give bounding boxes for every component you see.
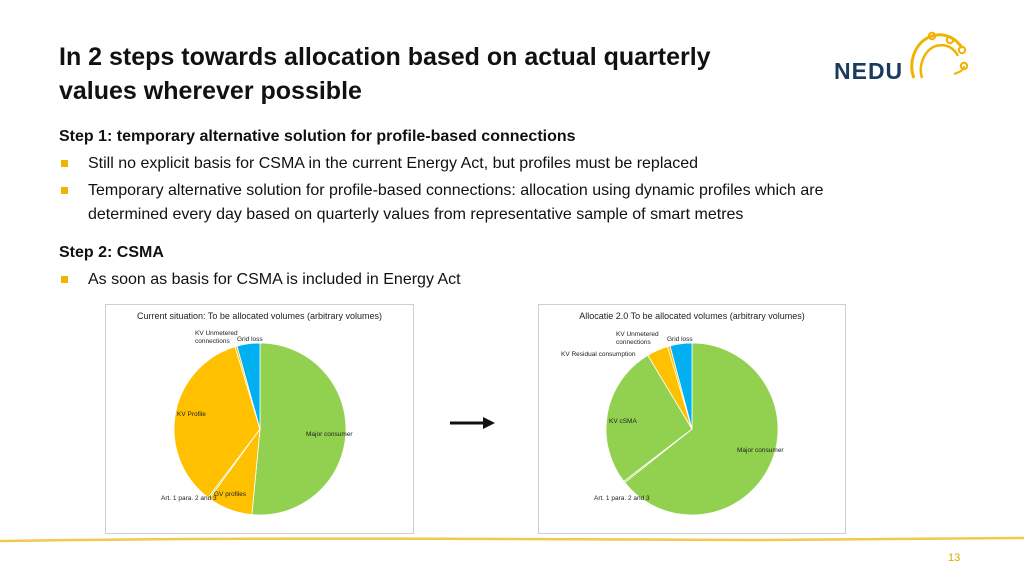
pie-slice-kv-csma xyxy=(605,354,693,482)
pie-label-art-1-para-2-and-3: Art. 1 para. 2 and 3 xyxy=(594,495,650,502)
pie-slice-major-consumer xyxy=(624,342,779,516)
step1-bullet-1: Still no explicit basis for CSMA in the … xyxy=(59,152,968,176)
pie-label-kv-unmetered-connections: KV Unmetered connections xyxy=(616,331,659,346)
arrow-right-icon xyxy=(450,417,495,429)
logo-emblem-icon xyxy=(910,31,969,79)
pie-slice-grid-loss xyxy=(236,342,261,430)
chart-allocatie-2: Allocatie 2.0 To be allocated volumes (a… xyxy=(538,304,846,534)
bullet-marker xyxy=(61,187,68,194)
slide-title-line2: values wherever possible xyxy=(59,77,362,105)
slide-title-line1: In 2 steps towards allocation based on a… xyxy=(59,43,711,71)
nedu-logo: NEDU xyxy=(832,28,972,88)
pie-slice-grid-loss xyxy=(669,342,693,430)
pie-label-major-consumer: Major consumer xyxy=(306,431,353,438)
step1-bullet-2-line1: Temporary alternative solution for profi… xyxy=(88,182,824,199)
chart-title: Allocatie 2.0 To be allocated volumes (a… xyxy=(579,311,805,321)
pie-label-kv-residual-consumption: KV Residual consumption xyxy=(561,351,636,358)
pie-label-grid-loss: Grid loss xyxy=(667,336,693,343)
step1-heading: Step 1: temporary alternative solution f… xyxy=(59,128,576,145)
pie-label-kv-unmetered-connections: KV Unmetered connections xyxy=(195,330,238,345)
pie-label-kv-csma: KV cSMA xyxy=(609,418,637,425)
bullet-marker xyxy=(61,160,68,167)
pie-label-gv-profiles: GV profiles xyxy=(214,491,247,498)
chart-current-situation: Current situation: To be allocated volum… xyxy=(105,304,414,534)
pie-label-major-consumer: Major consumer xyxy=(737,447,784,454)
pie-slice-kv-profile xyxy=(173,346,261,499)
page-number: 13 xyxy=(948,552,961,564)
slide-title: In 2 steps towards allocation based on a… xyxy=(59,40,779,108)
bullet-marker xyxy=(61,276,68,283)
pie-chart-allocatie: Major consumer Art. 1 para. 2 and 3 KV cSM… xyxy=(561,331,784,516)
logo-text: NEDU xyxy=(834,58,904,84)
pie-label-kv-profile: KV Profile xyxy=(177,411,206,418)
step1-bullet-1-text: Still no explicit basis for CSMA in the … xyxy=(88,155,699,172)
step2-bullet-1: As soon as basis for CSMA is included in… xyxy=(59,268,968,292)
step1-bullet-2: Temporary alternative solution for profi… xyxy=(59,179,968,227)
step2-bullet-1-text: As soon as basis for CSMA is included in… xyxy=(88,271,461,288)
chart-title: Current situation: To be allocated volum… xyxy=(137,311,382,321)
pie-slice-major-consumer xyxy=(251,342,347,516)
pie-label-grid-loss: Grid loss xyxy=(237,336,263,343)
divider-line xyxy=(0,536,1024,543)
pie-label-art-1-para-2-and-3: Art. 1 para. 2 and 3 xyxy=(161,495,217,502)
step1-bullet-2-line2: determined every day based on quarterly … xyxy=(88,206,744,223)
step2-heading: Step 2: CSMA xyxy=(59,244,164,261)
